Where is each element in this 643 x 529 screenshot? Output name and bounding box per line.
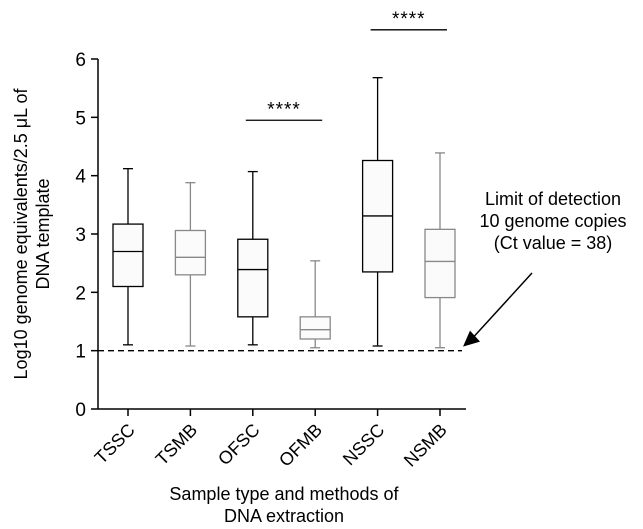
annotation-line-2: 10 genome copies — [479, 211, 626, 231]
y-tick-label: 1 — [75, 342, 86, 363]
box-iqr — [174, 229, 207, 276]
y-axis-title-line-2: DNA template — [33, 178, 53, 289]
box-iqr — [112, 223, 144, 288]
annotation-line-1: Limit of detection — [485, 189, 621, 209]
x-axis-title-line-2: DNA extraction — [224, 506, 344, 526]
x-axis-title-line-1: Sample type and methods of — [169, 484, 399, 504]
x-tick-label-tsmb: TSMB — [152, 420, 202, 470]
box-iqr — [299, 316, 331, 340]
x-tick-label-nsmb: NSMB — [400, 420, 451, 471]
x-tick-label-ofmb: OFMB — [275, 420, 326, 471]
significance-nssc-nsmb: **** — [370, 9, 447, 31]
x-tick-label-ofsc: OFSC — [214, 420, 264, 470]
x-axis: TSSC TSMB OFSC OFMB NSSC NSMB — [91, 408, 466, 471]
y-tick-label: 4 — [75, 167, 86, 188]
y-axis: 0 1 2 3 4 5 6 — [75, 50, 99, 421]
y-tick-label: 6 — [75, 50, 86, 71]
annotation-line-3: (Ct value = 38) — [494, 233, 613, 253]
y-tick-label: 0 — [75, 400, 86, 421]
significance-ofsc-ofmb: **** — [245, 99, 323, 121]
box-series — [112, 77, 456, 349]
y-tick-label: 5 — [75, 108, 86, 129]
box-nsmb — [424, 152, 456, 349]
box-tsmb — [174, 182, 207, 347]
significance-bars: **** **** — [245, 9, 447, 121]
annotation-arrow-shaft — [472, 272, 533, 339]
significance-label: **** — [267, 99, 301, 120]
y-tick-label: 2 — [75, 283, 86, 304]
annotation-arrow-head — [463, 330, 480, 347]
y-tick-label: 3 — [75, 225, 86, 246]
x-tick-label-tssc: TSSC — [91, 420, 139, 468]
box-ofmb — [299, 260, 331, 349]
axis-titles: Log10 genome equivalents/2.5 μL of DNA te… — [11, 88, 400, 526]
box-iqr — [424, 228, 456, 299]
box-tssc — [112, 168, 144, 346]
y-axis-title-line-1: Log10 genome equivalents/2.5 μL of — [11, 88, 31, 380]
x-tick-label-nssc: NSSC — [339, 420, 389, 470]
significance-label: **** — [392, 9, 426, 30]
box-nssc — [361, 77, 394, 347]
box-iqr — [237, 238, 269, 318]
box-ofsc — [237, 170, 269, 346]
